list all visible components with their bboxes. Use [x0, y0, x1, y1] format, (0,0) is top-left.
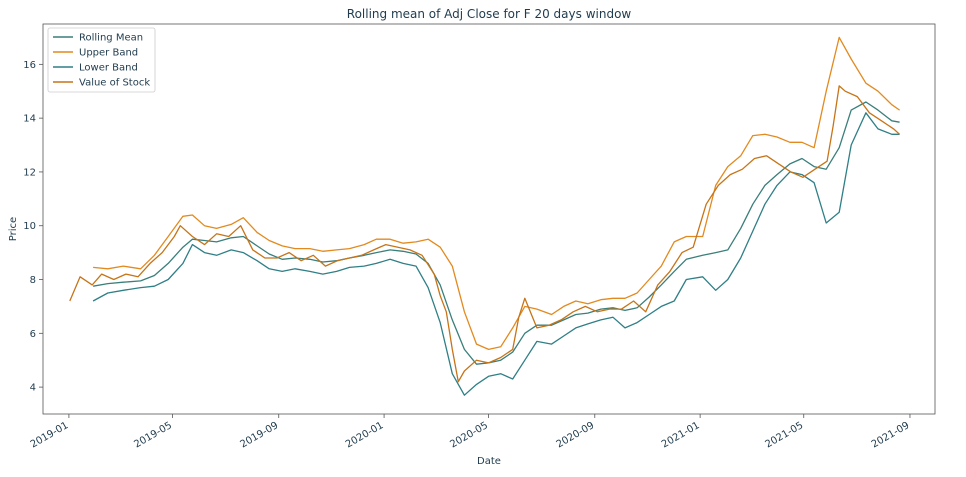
y-tick-label: 8	[30, 275, 36, 286]
legend-label: Lower Band	[79, 63, 138, 74]
x-tick-label: 2021-01	[660, 420, 702, 450]
series-line-4	[69, 85, 901, 383]
x-tick-label: 2019-09	[239, 420, 281, 450]
legend-label: Rolling Mean	[79, 33, 143, 44]
x-tick-label: 2020-09	[555, 420, 597, 450]
legend: Rolling Mean Upper Band Lower Band Value of…	[47, 27, 156, 93]
y-tick-label: 14	[23, 114, 36, 125]
x-tick-label: 2020-05	[448, 420, 490, 450]
series-line-2	[93, 36, 900, 351]
series-line-1	[92, 101, 900, 365]
y-tick-label: 6	[30, 329, 36, 340]
y-tick-label: 10	[23, 221, 36, 232]
y-tick-label: 16	[23, 60, 36, 71]
legend-label: Upper Band	[79, 48, 138, 59]
plot-frame	[42, 23, 936, 415]
x-axis-ticks: 2019-01 2019-05 2019-09 2020-01 2020-05 2020-…	[29, 414, 912, 450]
y-tick-label: 12	[23, 167, 36, 178]
y-axis-ticks: 4 6 8 10 12 14 16	[23, 60, 43, 394]
series-line-3	[92, 112, 900, 396]
y-tick-label: 4	[30, 383, 36, 394]
plot-lines	[69, 36, 901, 396]
legend-label: Value of Stock	[79, 78, 150, 89]
x-tick-label: 2020-01	[344, 420, 386, 450]
x-tick-label: 2019-01	[29, 420, 71, 450]
x-tick-label: 2021-09	[870, 420, 912, 450]
legend-frame	[47, 27, 156, 93]
x-axis-label: Date	[477, 456, 501, 467]
x-tick-label: 2021-05	[764, 420, 806, 450]
chart-title: Rolling mean of Adj Close for F 20 days …	[347, 7, 632, 21]
y-axis-label: Price	[8, 217, 19, 241]
x-tick-label: 2019-05	[132, 420, 174, 450]
